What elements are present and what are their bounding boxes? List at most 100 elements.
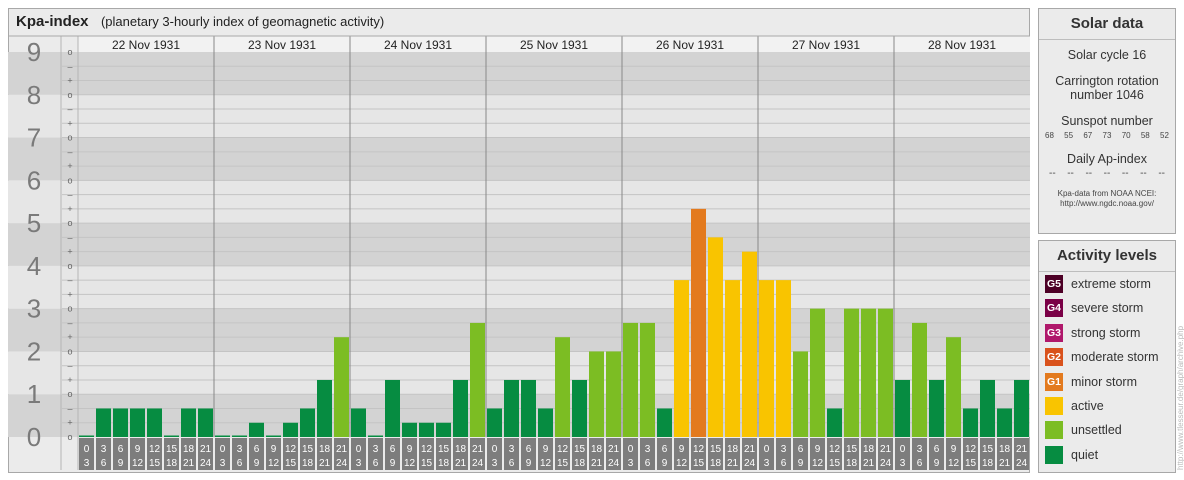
- y-subtick-label: –: [67, 361, 72, 371]
- kp-bar: [351, 408, 366, 437]
- time-slot-box: [79, 438, 94, 470]
- kp-bar: [334, 337, 349, 437]
- activity-level-severe-storm: G4 severe storm: [1045, 298, 1143, 318]
- time-slot-start: 15: [710, 444, 722, 455]
- y-tick-label: 3: [27, 294, 41, 324]
- activity-level-label: unsettled: [1071, 423, 1122, 438]
- y-tick-label: 4: [27, 251, 41, 281]
- activity-level-label: strong storm: [1071, 325, 1141, 340]
- y-subtick-label: o: [67, 261, 72, 271]
- sunspot-value: 52: [1160, 131, 1169, 140]
- y-subtick-label: o: [67, 432, 72, 442]
- time-slot-start: 0: [220, 444, 226, 455]
- time-slot-end: 21: [183, 458, 195, 469]
- time-slot-start: 15: [438, 444, 450, 455]
- kp-bar: [368, 435, 383, 437]
- time-slot-end: 9: [662, 458, 668, 469]
- kp-bar: [317, 379, 332, 437]
- time-slot-box: [419, 438, 434, 470]
- time-slot-box: [929, 438, 944, 470]
- time-slot-start: 0: [900, 444, 906, 455]
- y-subtick-label: +: [67, 247, 72, 257]
- time-slot-start: 12: [557, 444, 569, 455]
- time-slot-end: 21: [455, 458, 467, 469]
- kp-bar: [759, 280, 774, 437]
- time-slot-end: 12: [268, 458, 280, 469]
- time-slot-start: 0: [492, 444, 498, 455]
- time-slot-start: 21: [744, 444, 756, 455]
- time-slot-start: 18: [863, 444, 875, 455]
- kp-bar: [283, 422, 298, 437]
- y-subtick-label: +: [67, 332, 72, 342]
- kp-bar: [810, 308, 825, 437]
- time-slot-start: 12: [829, 444, 841, 455]
- time-slot-start: 18: [455, 444, 467, 455]
- kp-bar: [861, 308, 876, 437]
- time-slot-end: 6: [237, 458, 243, 469]
- time-slot-end: 3: [220, 458, 226, 469]
- time-slot-end: 6: [509, 458, 515, 469]
- y-subtick-label: +: [67, 204, 72, 214]
- kp-band: [8, 223, 1030, 266]
- kp-bar: [470, 322, 485, 437]
- time-slot-box: [300, 438, 315, 470]
- time-slot-end: 9: [390, 458, 396, 469]
- time-slot-start: 0: [628, 444, 634, 455]
- kp-bar: [674, 280, 689, 437]
- time-slot-start: 9: [815, 444, 821, 455]
- time-slot-box: [980, 438, 995, 470]
- activity-levels-heading: Activity levels: [1039, 241, 1175, 272]
- kp-bar: [606, 351, 621, 437]
- sunspot-numbers: 68 55 67 73 70 58 52: [1039, 131, 1175, 140]
- time-slot-box: [725, 438, 740, 470]
- kp-bar: [742, 251, 757, 437]
- time-slot-end: 18: [982, 458, 994, 469]
- kp-bar: [232, 435, 247, 437]
- kp-bar: [725, 280, 740, 437]
- time-slot-box: [640, 438, 655, 470]
- solar-data-heading: Solar data: [1039, 9, 1175, 40]
- solar-cycle: Solar cycle 16: [1067, 48, 1147, 62]
- time-slot-start: 3: [917, 444, 923, 455]
- time-slot-end: 18: [166, 458, 178, 469]
- time-slot-box: [657, 438, 672, 470]
- y-tick-label: 5: [27, 208, 41, 238]
- kp-bar: [164, 435, 179, 437]
- time-slot-end: 9: [118, 458, 124, 469]
- y-tick-label: 8: [27, 80, 41, 110]
- kp-bar: [980, 379, 995, 437]
- kp-bar: [402, 422, 417, 437]
- time-slot-end: 9: [934, 458, 940, 469]
- y-subtick-label: +: [67, 375, 72, 385]
- y-subtick-label: +: [67, 418, 72, 428]
- activity-level-quiet: quiet: [1045, 445, 1098, 465]
- sunspot-value: 68: [1045, 131, 1054, 140]
- activity-level-swatch: G5: [1045, 275, 1063, 293]
- kp-bar: [997, 408, 1012, 437]
- kp-bar: [113, 408, 128, 437]
- sunspot-heading: Sunspot number: [1061, 114, 1153, 128]
- time-slot-start: 15: [982, 444, 994, 455]
- time-slot-box: [164, 438, 179, 470]
- ap-index-heading: Daily Ap-index: [1067, 152, 1147, 166]
- kp-bar: [640, 322, 655, 437]
- time-slot-box: [912, 438, 927, 470]
- ap-value: --: [1140, 168, 1147, 179]
- time-slot-end: 9: [798, 458, 804, 469]
- solar-data-panel: Solar data Solar cycle 16 Carrington rot…: [1038, 8, 1176, 234]
- time-slot-start: 18: [183, 444, 195, 455]
- time-slot-end: 12: [540, 458, 552, 469]
- time-slot-end: 15: [421, 458, 433, 469]
- y-subtick-label: +: [67, 161, 72, 171]
- y-subtick-label: –: [67, 190, 72, 200]
- kp-bar: [555, 337, 570, 437]
- time-slot-box: [538, 438, 553, 470]
- time-slot-box: [317, 438, 332, 470]
- activity-level-swatch: G3: [1045, 323, 1063, 342]
- time-slot-box: [521, 438, 536, 470]
- activity-level-swatch: G4: [1045, 299, 1063, 318]
- time-slot-start: 9: [543, 444, 549, 455]
- ap-value: --: [1103, 168, 1111, 179]
- time-slot-start: 9: [135, 444, 141, 455]
